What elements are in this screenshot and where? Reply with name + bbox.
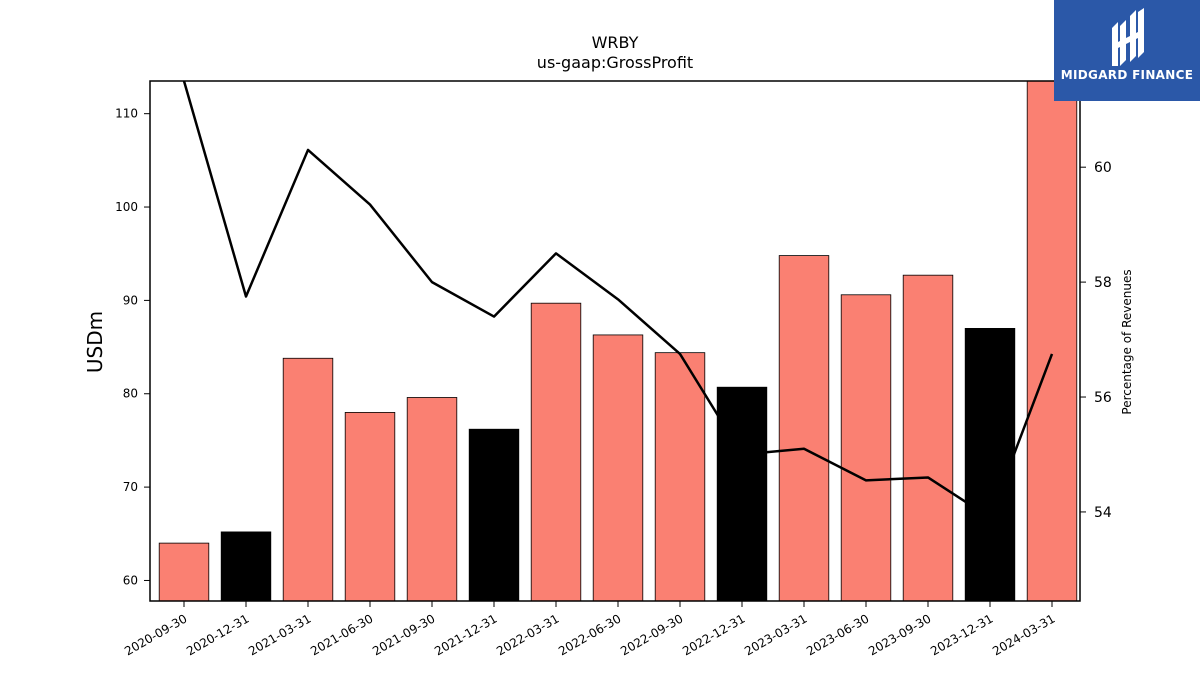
- x-tick-label: 2022-03-31: [494, 611, 561, 658]
- bar: [1026, 80, 1078, 602]
- y2-tick-label: 60: [1094, 160, 1112, 176]
- right-axis: 54 56 58 60: [1080, 160, 1112, 521]
- y-tick-label: 80: [123, 387, 138, 401]
- y2-tick-label: 54: [1094, 505, 1112, 521]
- x-tick-label: 2021-03-31: [246, 611, 313, 658]
- bar: [406, 397, 458, 602]
- x-tick-label: 2022-12-31: [680, 611, 747, 658]
- x-axis: 2020-09-302020-12-312021-03-312021-06-30…: [122, 601, 1058, 658]
- x-tick-label: 2020-12-31: [184, 611, 251, 658]
- x-tick-label: 2021-06-30: [308, 611, 375, 658]
- x-tick-label: 2023-12-31: [928, 611, 995, 658]
- line-layer: [182, 80, 1054, 519]
- chart-title: WRBY: [591, 33, 639, 52]
- x-tick-label: 2024-03-31: [990, 611, 1057, 658]
- bar: [158, 542, 210, 602]
- x-tick-label: 2023-03-31: [742, 611, 809, 658]
- y2-tick-label: 56: [1094, 390, 1112, 406]
- bar: [220, 531, 272, 602]
- x-tick-label: 2021-12-31: [432, 611, 499, 658]
- y-tick-label: 70: [123, 480, 138, 494]
- y2-tick-label: 58: [1094, 275, 1112, 291]
- bar: [902, 274, 954, 602]
- bar: [964, 327, 1016, 602]
- bar: [840, 294, 892, 602]
- midgard-logo-icon: [1112, 8, 1144, 66]
- percentage-line: [182, 80, 1054, 519]
- y-tick-label: 100: [115, 200, 138, 214]
- bar: [282, 357, 334, 602]
- plot-frame: [149, 80, 1081, 602]
- logo: MIDGARD FINANCE: [1054, 0, 1200, 101]
- x-tick-label: 2020-09-30: [122, 611, 189, 658]
- x-tick-label: 2022-06-30: [556, 611, 623, 658]
- bars-group: [158, 80, 1078, 602]
- y2-axis-label: Percentage of Revenues: [1120, 269, 1134, 414]
- x-tick-label: 2022-09-30: [618, 611, 685, 658]
- logo-text: MIDGARD FINANCE: [1060, 68, 1194, 82]
- bar: [592, 334, 644, 602]
- bar: [654, 352, 706, 602]
- bar: [778, 255, 830, 602]
- x-tick-label: 2021-09-30: [370, 611, 437, 658]
- bar: [530, 302, 582, 602]
- left-axis: 60 70 80 90 100 110: [115, 107, 150, 587]
- x-tick-label: 2023-09-30: [866, 611, 933, 658]
- bar: [468, 428, 520, 602]
- y-axis-label: USDm: [83, 311, 107, 373]
- chart-subtitle: us-gaap:GrossProfit: [536, 53, 694, 72]
- y-tick-label: 60: [123, 573, 138, 587]
- y-tick-label: 90: [123, 293, 138, 307]
- y-tick-label: 110: [115, 107, 138, 121]
- bar: [344, 412, 396, 602]
- bar: [716, 386, 768, 602]
- x-tick-label: 2023-06-30: [804, 611, 871, 658]
